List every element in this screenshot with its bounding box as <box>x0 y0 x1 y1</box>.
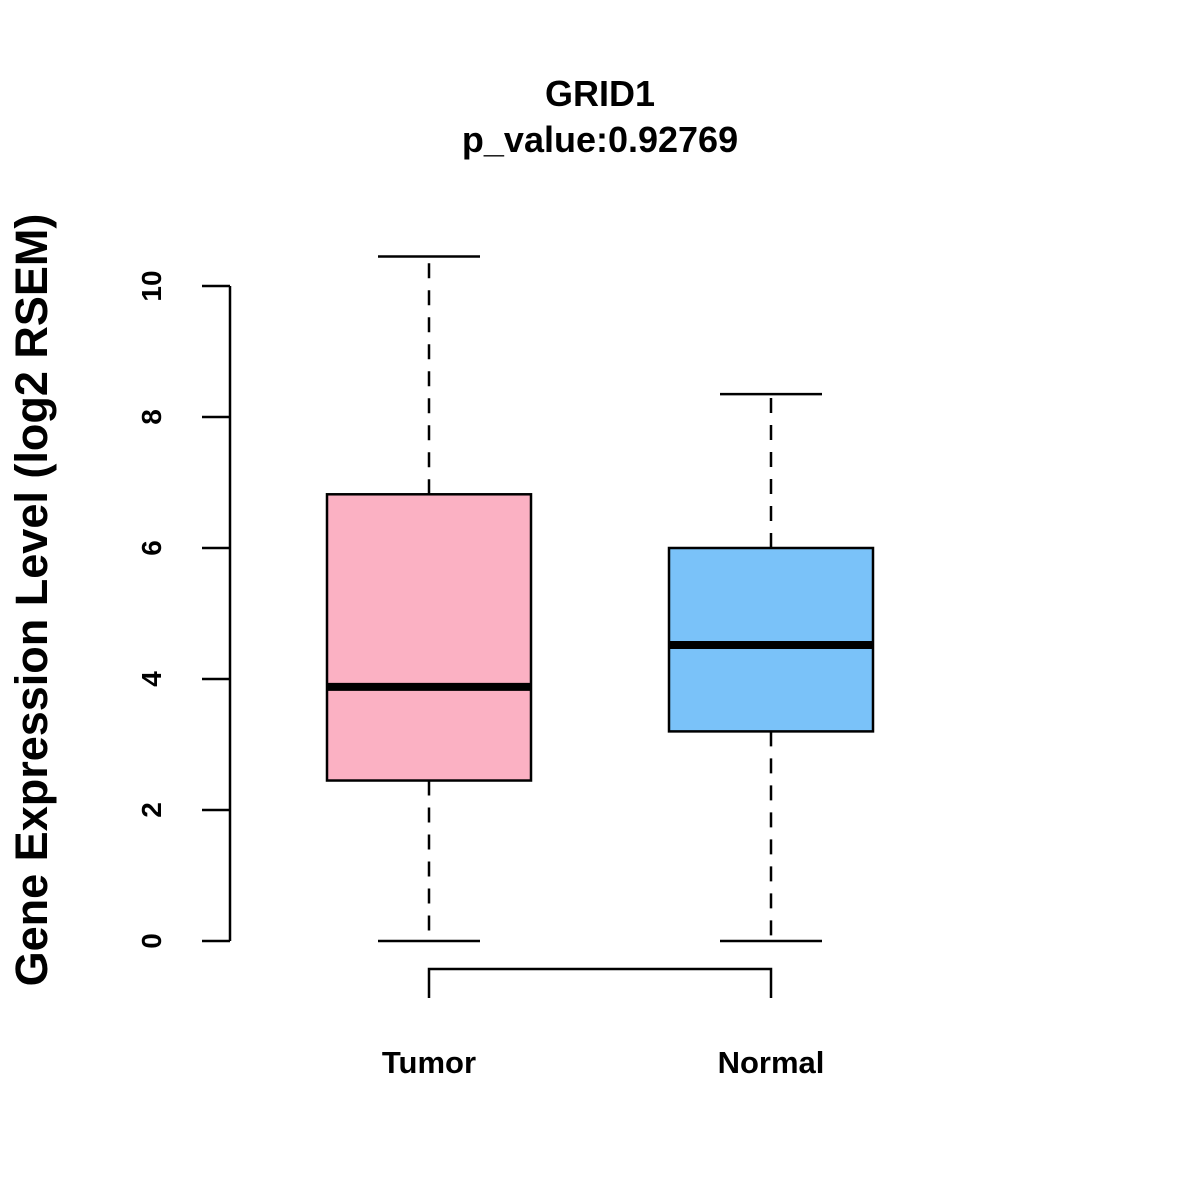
y-tick-label: 0 <box>136 933 167 949</box>
box-tumor <box>325 255 533 943</box>
y-axis: 0 2 4 6 8 10 <box>136 270 232 949</box>
y-axis-label: Gene Expression Level (log2 RSEM) <box>6 214 57 987</box>
box-series <box>325 255 875 943</box>
box-normal <box>667 392 875 943</box>
y-tick-label: 6 <box>136 540 167 556</box>
comparison-bracket-line <box>427 967 773 998</box>
y-tick-label: 2 <box>136 802 167 818</box>
chart-subtitle: p_value:0.92769 <box>462 119 738 160</box>
y-tick-label: 10 <box>136 270 167 301</box>
comparison-bracket <box>427 967 773 998</box>
iqr-box-normal <box>667 546 875 733</box>
y-tick-label: 8 <box>136 409 167 425</box>
category-labels: Tumor Normal <box>382 1045 824 1080</box>
x-category-label-normal: Normal <box>718 1045 825 1080</box>
chart-title: GRID1 <box>545 73 655 114</box>
x-category-label-tumor: Tumor <box>382 1045 476 1080</box>
y-tick-label: 4 <box>136 671 167 687</box>
iqr-box-tumor <box>325 493 533 782</box>
